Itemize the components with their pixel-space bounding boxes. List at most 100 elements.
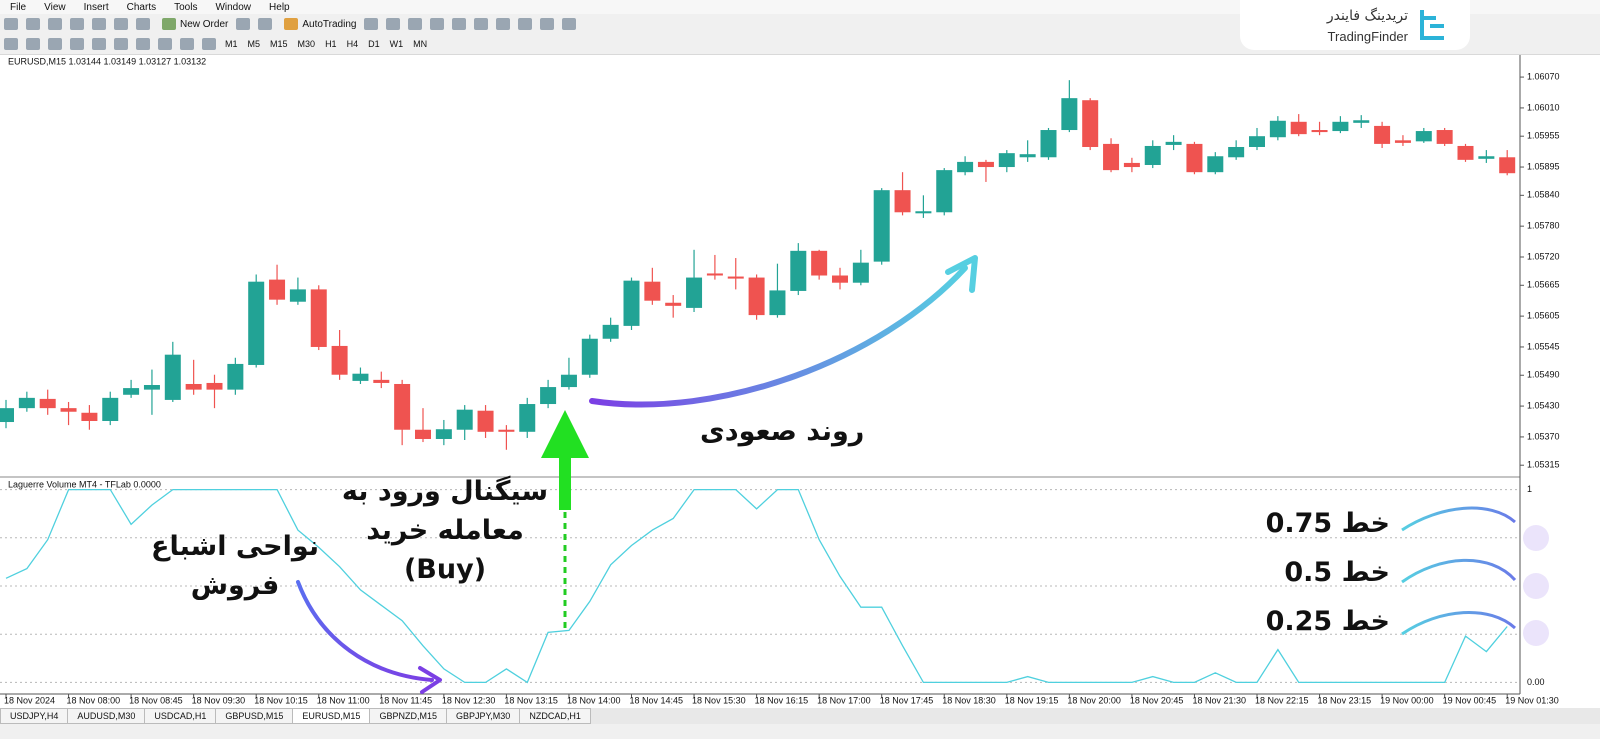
timeframe-button[interactable]: MN: [413, 39, 428, 49]
toolbar-icon[interactable]: [408, 18, 423, 30]
toolbar-icon[interactable]: [474, 18, 489, 30]
toolbar-icon[interactable]: [518, 18, 533, 30]
candle-body: [1394, 140, 1411, 143]
chart-tabs: USDJPY,H4 AUDUSD,M30 USDCAD,H1 GBPUSD,M15 EU…: [0, 708, 1600, 724]
toolbar-icon[interactable]: [136, 18, 150, 30]
x-tick-label: 18 Nov 11:00: [317, 695, 370, 705]
candle-body: [1269, 120, 1286, 138]
chart-tab[interactable]: NZDCAD,H1: [519, 708, 591, 724]
toolbar-icon[interactable]: [114, 38, 128, 50]
level-arrow: [1401, 506, 1516, 532]
chart-tab[interactable]: GBPUSD,M15: [215, 708, 294, 724]
menu-item[interactable]: File: [10, 1, 27, 13]
candle-body: [39, 398, 56, 409]
candle-body: [1207, 156, 1224, 173]
candle-body: [1457, 145, 1474, 160]
toolbar-icon[interactable]: [26, 18, 40, 30]
trend-arrow-head: [945, 255, 978, 293]
toolbar-icon[interactable]: [48, 18, 62, 30]
toolbar-icon[interactable]: [70, 18, 84, 30]
toolbar-icon[interactable]: [136, 38, 150, 50]
logo-icon: [1420, 10, 1444, 40]
x-tick-label: 18 Nov 08:45: [129, 695, 183, 705]
y-tick-label: 0.00: [1527, 677, 1545, 687]
menu-item[interactable]: Tools: [174, 1, 198, 13]
logo: تریدینگ فایندر TradingFinder: [1240, 0, 1470, 50]
timeframe-button[interactable]: H4: [346, 39, 359, 49]
toolbar-icon[interactable]: [386, 18, 401, 30]
toolbar-icon[interactable]: [180, 38, 194, 50]
candle-body: [331, 345, 348, 375]
chart-tab[interactable]: GBPNZD,M15: [369, 708, 447, 724]
menu-item[interactable]: Help: [269, 1, 290, 13]
timeframe-button[interactable]: D1: [368, 39, 380, 49]
timeframe-button[interactable]: H1: [325, 39, 337, 49]
candle-body: [560, 374, 577, 388]
x-tick-label: 18 Nov 12:30: [442, 695, 496, 705]
chart-tab[interactable]: AUDUSD,M30: [67, 708, 146, 724]
toolbar-icon[interactable]: [364, 18, 379, 30]
toolbar-icon[interactable]: [114, 18, 128, 30]
toolbar-icon[interactable]: [258, 18, 273, 30]
x-tick-label: 18 Nov 14:00: [567, 695, 621, 705]
toolbar-icon[interactable]: [452, 18, 467, 30]
logo-text-fa: تریدینگ فایندر: [1326, 8, 1408, 24]
y-tick-label: 1.05665: [1527, 280, 1560, 290]
x-tick-label: 18 Nov 10:15: [254, 695, 308, 705]
toolbar-icon[interactable]: [236, 18, 251, 30]
timeframe-button[interactable]: M15: [270, 39, 288, 49]
candle-body: [852, 262, 869, 283]
menu-item[interactable]: View: [44, 1, 66, 13]
y-tick-label: 1.05605: [1527, 310, 1560, 320]
new-order-button[interactable]: New Order: [154, 18, 232, 30]
candle-body: [1061, 98, 1078, 131]
candle-body: [1332, 121, 1349, 132]
toolbar-icon[interactable]: [92, 18, 106, 30]
toolbar-icon[interactable]: [4, 38, 18, 50]
menu-item[interactable]: Charts: [126, 1, 157, 13]
timeframes: M1 M5 M15 M30 H1 H4 D1 W1 MN: [220, 39, 432, 49]
x-tick-label: 18 Nov 19:15: [1005, 695, 1059, 705]
x-tick-label: 18 Nov 09:30: [192, 695, 246, 705]
candle-body: [1144, 145, 1161, 165]
toolbar-icon[interactable]: [26, 38, 40, 50]
timeframe-button[interactable]: M30: [297, 39, 316, 49]
toolbar-icon[interactable]: [562, 18, 577, 30]
candle-body: [811, 250, 828, 276]
level-highlight: [1523, 573, 1549, 599]
timeframe-button[interactable]: M1: [225, 39, 238, 49]
candle-body: [498, 429, 515, 432]
candle-body: [602, 324, 619, 339]
timeframe-button[interactable]: M5: [247, 39, 261, 49]
chart-tab[interactable]: EURUSD,M15: [292, 708, 371, 724]
toolbar-icon[interactable]: [496, 18, 511, 30]
menu-item[interactable]: Insert: [83, 1, 109, 13]
oversold-label: نواحی اشباع فروش: [140, 527, 330, 605]
oversold-line: نواحی اشباع: [151, 531, 319, 562]
chart-tab[interactable]: GBPJPY,M30: [445, 708, 521, 724]
timeframe-button[interactable]: W1: [389, 39, 404, 49]
toolbar-icon[interactable]: [48, 38, 62, 50]
toolbar-icon[interactable]: [430, 18, 445, 30]
chart-tab[interactable]: USDJPY,H4: [0, 708, 69, 724]
x-tick-label: 18 Nov 18:30: [942, 695, 996, 705]
toolbar-icon[interactable]: [70, 38, 84, 50]
toolbar-icon[interactable]: [4, 18, 18, 30]
chart-tab[interactable]: USDCAD,H1: [144, 708, 217, 724]
toolbar-icon[interactable]: [202, 38, 216, 50]
level-arrow: [1401, 558, 1517, 584]
x-tick-label: 19 Nov 00:00: [1380, 695, 1434, 705]
toolbar-icon[interactable]: [158, 38, 172, 50]
level-highlight: [1523, 525, 1549, 551]
y-tick-label: 1.05840: [1527, 190, 1560, 200]
toolbar-icon[interactable]: [540, 18, 555, 30]
candle-body: [1082, 100, 1099, 147]
toolbar-icon[interactable]: [92, 38, 106, 50]
autotrading-button[interactable]: AutoTrading: [276, 18, 360, 30]
candle-body: [706, 273, 723, 276]
menu-item[interactable]: Window: [215, 1, 252, 13]
trend-arrow: [589, 265, 968, 408]
candle-body: [1499, 157, 1516, 174]
